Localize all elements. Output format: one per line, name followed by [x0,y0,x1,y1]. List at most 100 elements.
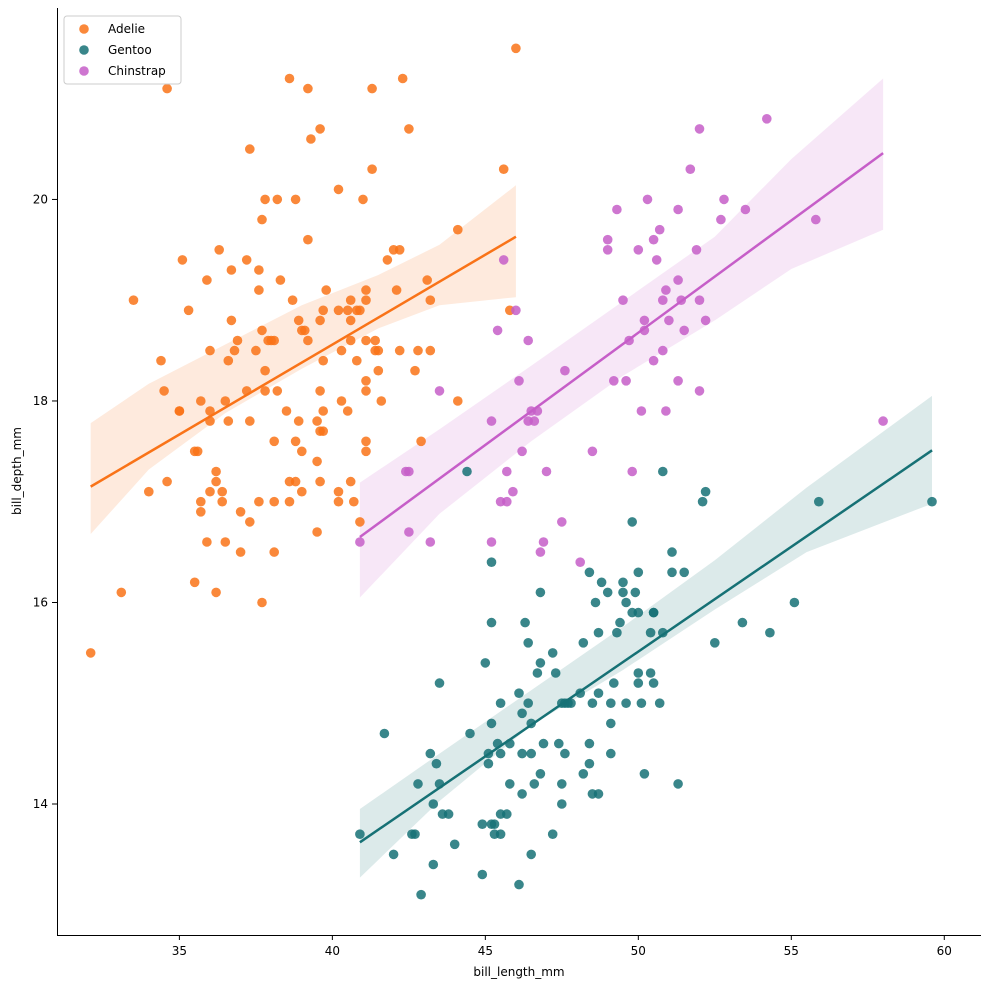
gentoo-point [584,567,595,578]
adelie-point [318,426,329,437]
gentoo-point [535,769,546,779]
gentoo-point [547,829,558,839]
adelie-point [287,295,298,306]
adelie-point [245,517,255,527]
chinstrap-point [498,255,509,265]
adelie-point [315,476,325,487]
gentoo-point [514,688,524,698]
adelie-point [205,406,215,416]
chinstrap-point [642,194,653,205]
adelie-point [422,275,433,285]
gentoo-point [667,547,677,557]
gentoo-point [584,758,595,769]
adelie-point [293,315,304,326]
adelie-point [382,255,393,265]
adelie-point [275,275,286,285]
x-tick-label: 55 [784,944,799,958]
adelie-point [376,396,387,406]
y-tick-label: 16 [33,595,48,609]
adelie-point [315,124,325,134]
adelie-point [85,648,96,658]
legend-marker-gentoo [79,45,89,55]
gentoo-point [505,779,515,789]
adelie-point [284,496,295,507]
adelie-point [342,305,353,316]
adelie-point [241,255,252,265]
adelie-point [162,83,172,94]
gentoo-point [486,617,497,628]
gentoo-point [578,638,589,648]
adelie-point [511,43,521,54]
adelie-point [312,456,322,467]
gentoo-point [633,678,644,688]
gentoo-point [636,698,647,708]
adelie-point [355,517,365,527]
adelie-point [272,194,283,205]
chinstrap-point [529,416,540,426]
adelie-point [196,496,206,507]
chinstrap-point [694,386,705,396]
adelie-point [342,406,353,416]
adelie-point [257,214,267,225]
adelie-point [245,416,255,426]
adelie-point [349,496,359,507]
gentoo-point [550,668,561,678]
gentoo-point [428,859,439,870]
adelie-point [345,315,356,326]
gentoo-point [648,607,659,618]
gentoo-point [449,839,460,850]
adelie-point [303,83,313,94]
chinstrap-point [691,245,702,255]
y-tick-label: 18 [33,394,48,408]
chinstrap-point [648,234,659,245]
gentoo-point [630,587,641,598]
chinstrap-point [651,255,662,265]
y-tick-label: 14 [33,797,48,811]
chinstrap-point [636,406,647,416]
chinstrap-point [486,416,497,426]
adelie-point [269,547,280,557]
adelie-point [281,406,292,416]
adelie-point [355,305,365,316]
adelie-point [297,446,307,457]
gentoo-point [410,829,420,839]
gentoo-point [639,769,650,779]
chinstrap-point [648,355,659,366]
adelie-point [404,124,414,134]
adelie-point [333,486,344,497]
adelie-point [290,476,301,487]
adelie-point [297,486,307,497]
gentoo-point [517,708,527,719]
adelie-point [217,486,227,497]
chinstrap-point [557,517,567,527]
x-tick-label: 35 [172,944,187,958]
gentoo-point [486,557,497,567]
adelie-point [220,537,231,547]
chinstrap-point [517,446,527,457]
adelie-point [232,335,243,346]
adelie-point [367,164,377,174]
chinstrap-confidence-band [359,78,884,598]
gentoo-point [526,849,536,860]
chinstrap-point [535,547,546,557]
adelie-point [226,315,237,326]
legend-label-adelie: Adelie [108,22,145,36]
adelie-point [361,295,371,306]
chinstrap-point [673,204,683,215]
gentoo-point [517,748,527,759]
chinstrap-point [538,537,549,547]
x-tick-label: 60 [937,944,952,958]
chinstrap-point [740,204,751,215]
adelie-point [260,365,270,376]
gentoo-point [654,698,665,708]
chinstrap-point [633,245,644,255]
gentoo-point [584,738,595,749]
adelie-point [453,224,463,235]
gentoo-point [495,829,506,839]
chinstrap-point [609,376,619,386]
adelie-point [144,486,154,497]
gentoo-point [443,809,454,819]
chinstrap-point [404,466,414,477]
legend: Adelie Gentoo Chinstrap [63,15,182,85]
x-axis-label: bill_length_mm [473,965,564,979]
